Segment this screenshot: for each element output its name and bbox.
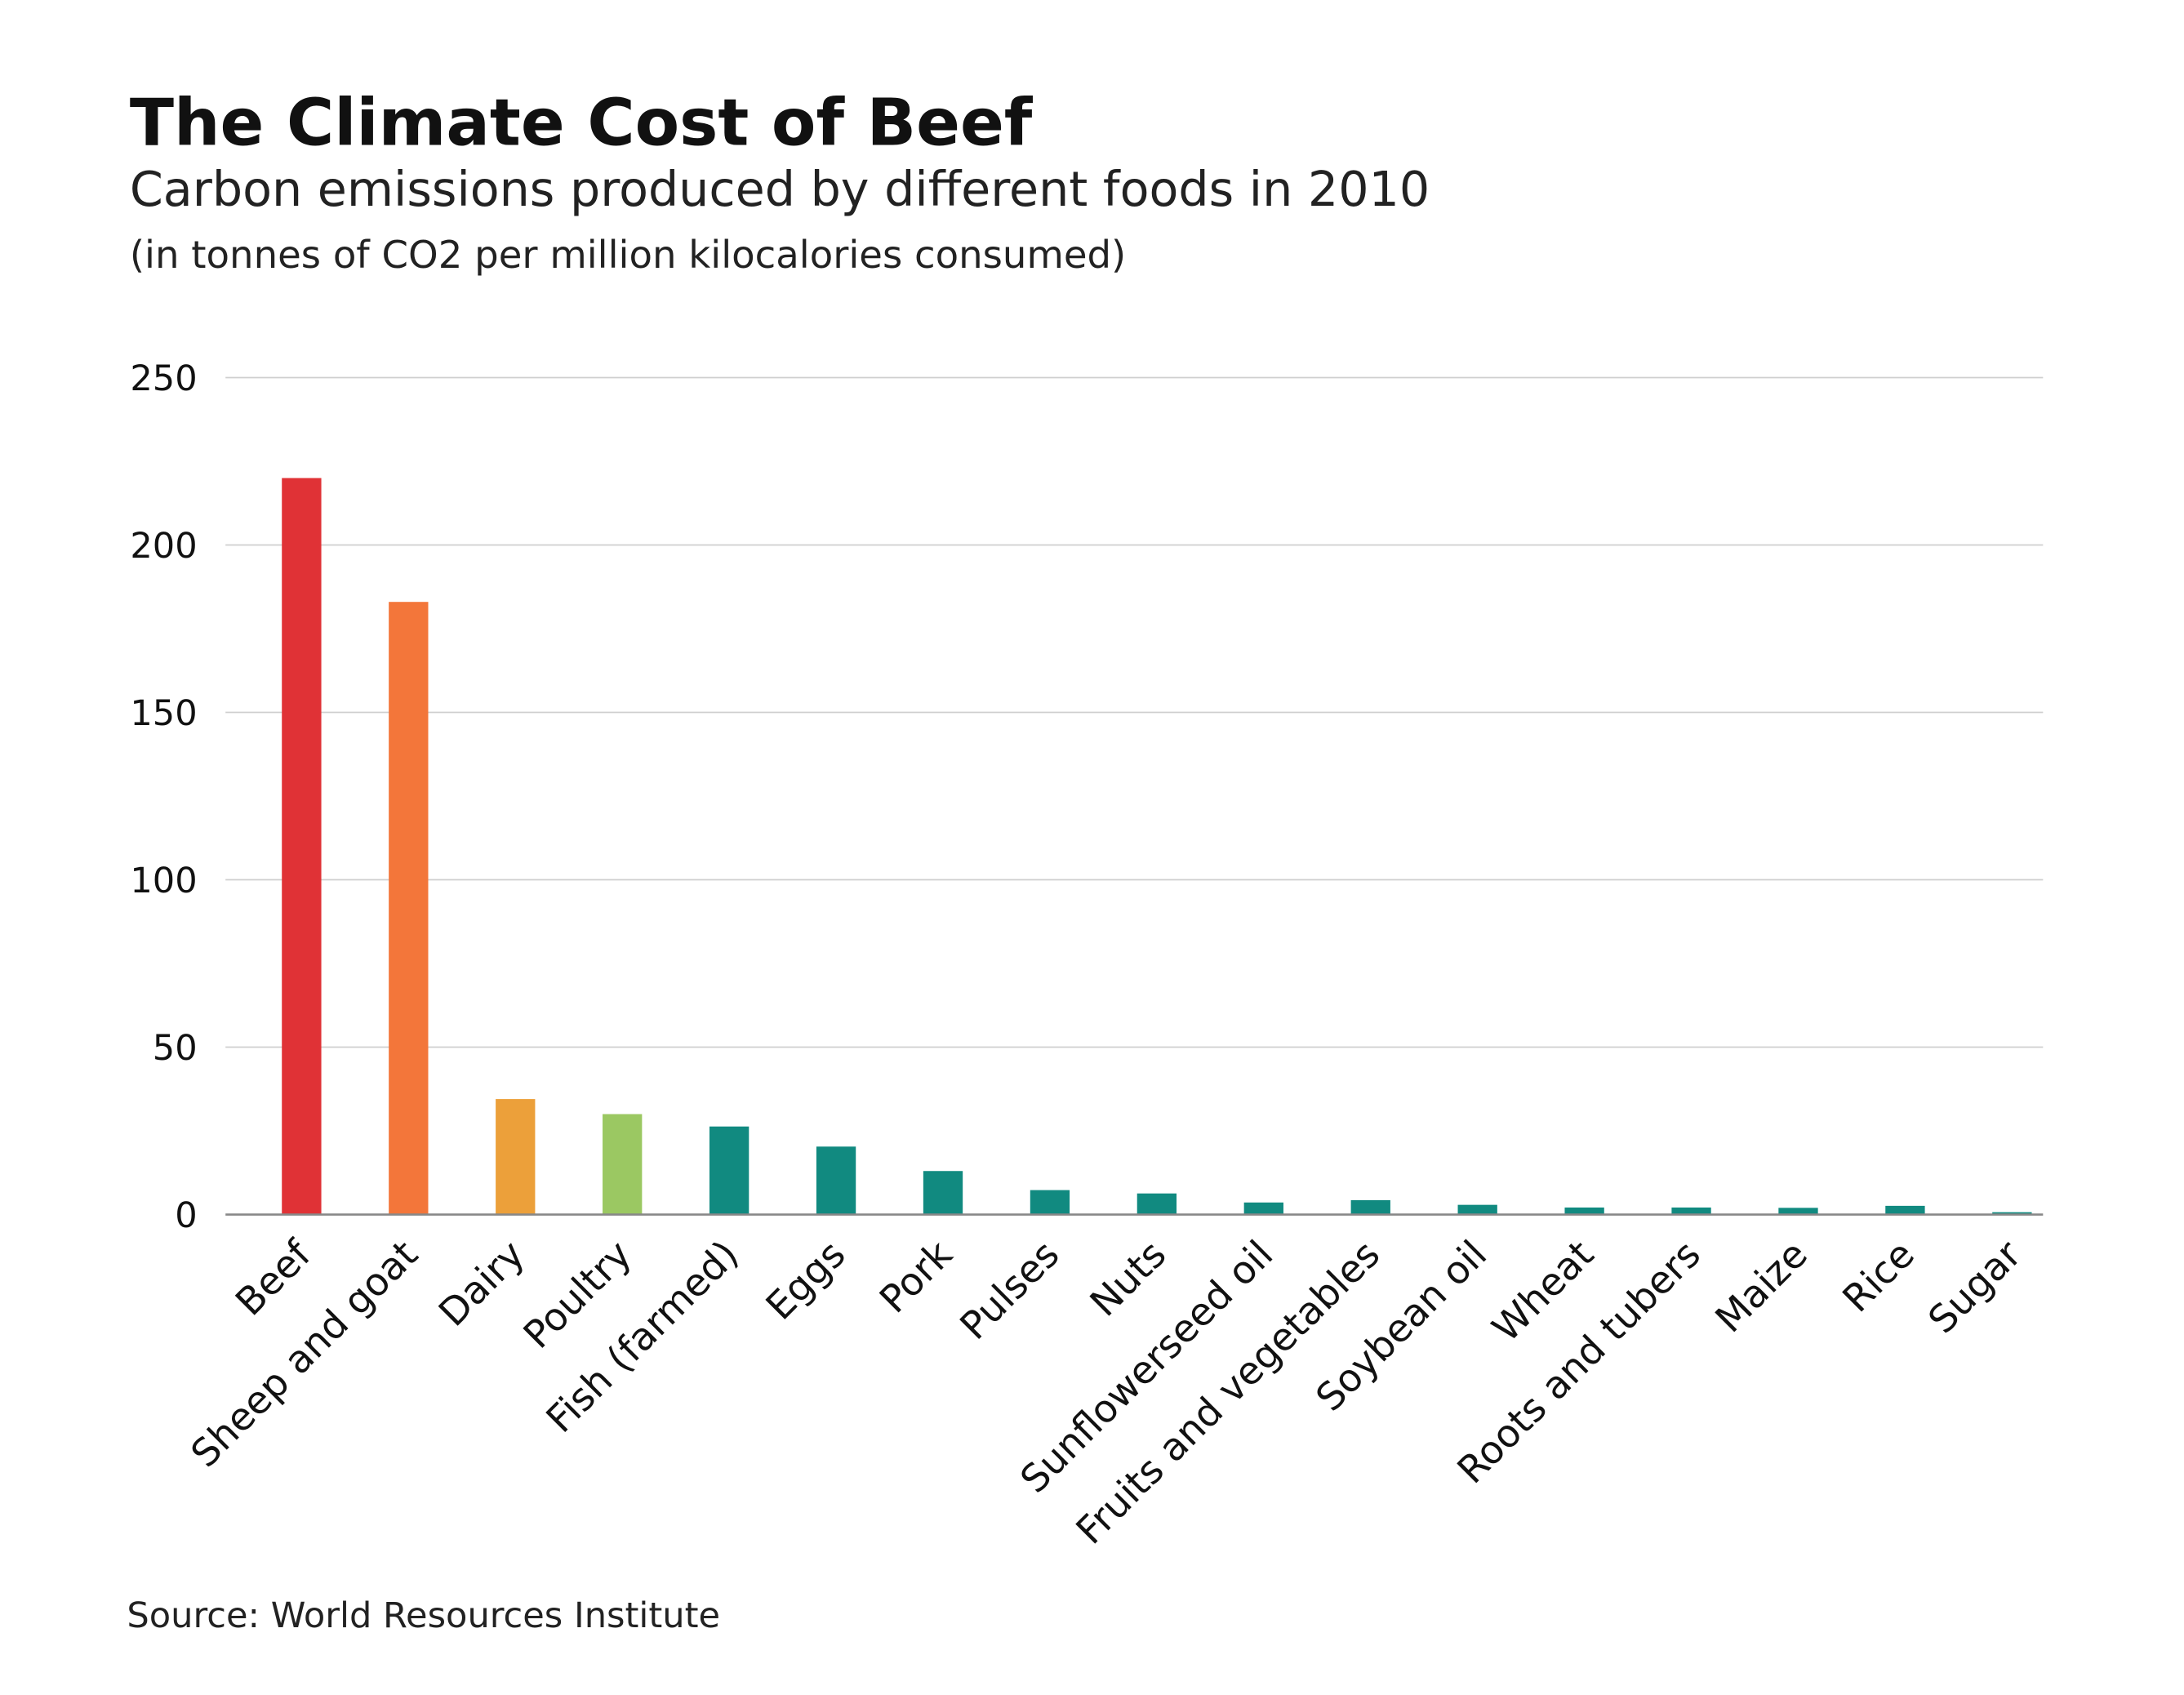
chart-subtitle: Carbon emissions produced by different f… [130,162,1430,217]
y-tick-label: 250 [130,358,197,399]
unit-note: (in tonnes of CO2 per million kilocalori… [130,233,1126,277]
bar-poultry [603,1114,643,1215]
bars [282,478,2032,1215]
bar-fish-farmed [709,1126,749,1215]
bar-roots-and-tubers [1671,1207,1711,1215]
y-tick-label: 0 [175,1195,197,1236]
chart-title: The Climate Cost of Beef [130,85,1034,161]
y-tick-label: 200 [130,526,197,567]
x-tick-label: Pork [871,1232,961,1322]
x-tick-label: Eggs [758,1232,854,1328]
y-tick-label: 100 [130,861,197,901]
bar-beef [282,478,322,1215]
bar-sunflowerseed-oil [1243,1202,1283,1215]
bar-pulses [1030,1190,1070,1215]
y-tick-label: 150 [130,693,197,734]
bar-dairy [496,1099,536,1215]
bar-sheep-and-goat [389,602,429,1215]
bar-soybean-oil [1457,1204,1497,1215]
x-tick-label: Fish (farmed) [538,1232,747,1441]
bar-maize [1778,1208,1818,1215]
x-tick-label: Pulses [951,1232,1067,1348]
source-note: Source: World Resources Institute [127,1595,720,1636]
x-tick-label: Sugar [1919,1231,2030,1341]
bar-pork [923,1171,963,1215]
x-tick-label: Beef [227,1231,320,1324]
x-tick-label: Maize [1707,1232,1816,1341]
bar-nuts [1136,1193,1177,1215]
bar-rice [1885,1205,1925,1215]
bar-eggs [816,1146,856,1215]
bar-sugar [1992,1212,2032,1215]
gridlines [225,376,2044,1048]
bar-fruits-and-vegetables [1350,1199,1390,1215]
x-tick-label: Dairy [430,1232,533,1335]
x-tick-label: Rice [1834,1232,1923,1321]
bar-wheat [1564,1207,1604,1215]
y-tick-label: 50 [153,1028,198,1069]
y-axis-ticks: 0 50 100 150 200 250 [130,358,197,1236]
x-tick-label: Nuts [1082,1232,1175,1325]
